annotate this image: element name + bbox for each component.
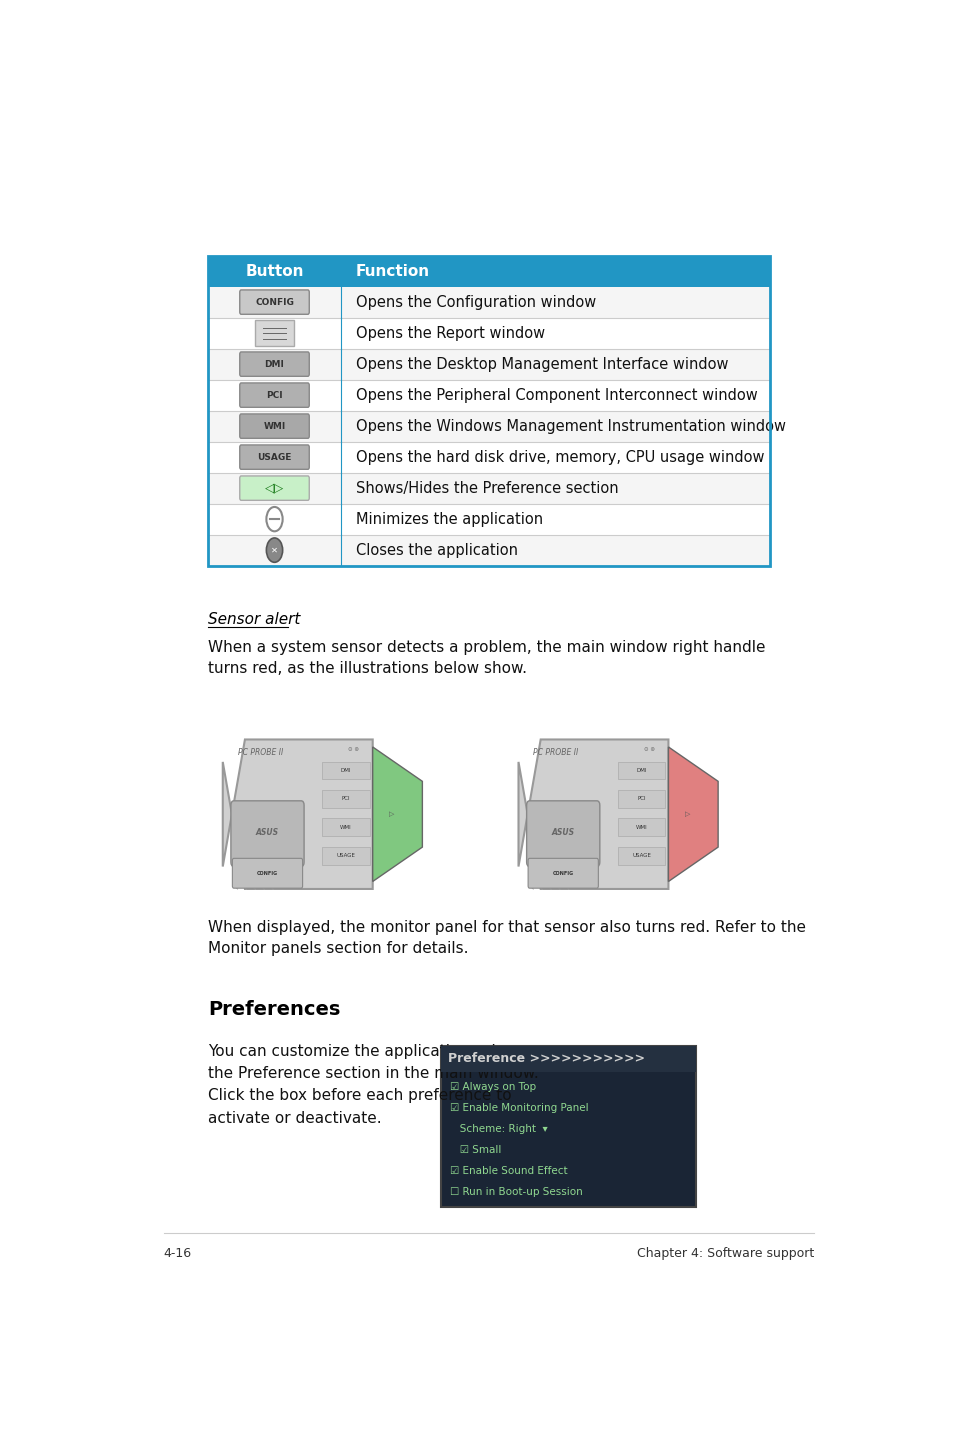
Text: ✕: ✕: [271, 545, 277, 555]
Text: Preferences: Preferences: [208, 999, 340, 1018]
FancyBboxPatch shape: [239, 290, 309, 315]
FancyBboxPatch shape: [208, 380, 769, 411]
Text: WMI: WMI: [339, 825, 352, 830]
Text: ☐ Run in Boot-up Session: ☐ Run in Boot-up Session: [449, 1186, 582, 1196]
FancyBboxPatch shape: [322, 762, 369, 779]
Text: Opens the Configuration window: Opens the Configuration window: [355, 295, 596, 309]
Text: Opens the Peripheral Component Interconnect window: Opens the Peripheral Component Interconn…: [355, 388, 757, 403]
Text: ☑ Enable Sound Effect: ☑ Enable Sound Effect: [449, 1166, 567, 1176]
FancyBboxPatch shape: [208, 441, 769, 473]
FancyBboxPatch shape: [528, 858, 598, 889]
Text: ASUS: ASUS: [551, 828, 575, 837]
Text: ⊖ ⊗: ⊖ ⊗: [348, 748, 358, 752]
Polygon shape: [373, 746, 422, 881]
FancyBboxPatch shape: [255, 319, 294, 347]
Text: ◁▷: ◁▷: [265, 482, 284, 495]
Text: Opens the Windows Management Instrumentation window: Opens the Windows Management Instrumenta…: [355, 418, 785, 434]
Polygon shape: [518, 739, 668, 889]
Text: Function: Function: [355, 263, 430, 279]
Text: Minimizes the application: Minimizes the application: [355, 512, 542, 526]
Text: ⊖ ⊗: ⊖ ⊗: [643, 748, 654, 752]
FancyBboxPatch shape: [322, 789, 369, 808]
Text: ☑ Small: ☑ Small: [449, 1145, 500, 1155]
Text: ▷: ▷: [389, 811, 395, 817]
Text: PCI: PCI: [341, 797, 350, 801]
Text: PC PROBE II: PC PROBE II: [533, 748, 578, 758]
FancyBboxPatch shape: [322, 847, 369, 864]
Text: USAGE: USAGE: [257, 453, 292, 462]
FancyBboxPatch shape: [239, 414, 309, 439]
Text: Opens the Report window: Opens the Report window: [355, 325, 544, 341]
Text: ☑ Always on Top: ☑ Always on Top: [449, 1081, 536, 1091]
Circle shape: [266, 538, 282, 562]
FancyBboxPatch shape: [239, 444, 309, 469]
Text: ASUS: ASUS: [255, 828, 279, 837]
Text: ☑ Enable Monitoring Panel: ☑ Enable Monitoring Panel: [449, 1103, 588, 1113]
Text: Scheme: Right  ▾: Scheme: Right ▾: [449, 1123, 547, 1133]
FancyBboxPatch shape: [231, 801, 304, 867]
FancyBboxPatch shape: [440, 1047, 696, 1071]
FancyBboxPatch shape: [322, 818, 369, 835]
Text: Sensor alert: Sensor alert: [208, 613, 300, 627]
Text: Shows/Hides the Preference section: Shows/Hides the Preference section: [355, 480, 618, 496]
FancyBboxPatch shape: [618, 818, 664, 835]
Text: PCI: PCI: [266, 391, 282, 400]
FancyBboxPatch shape: [208, 286, 769, 318]
Text: When a system sensor detects a problem, the main window right handle
turns red, : When a system sensor detects a problem, …: [208, 640, 764, 676]
Text: You can customize the application using
the Preference section in the main windo: You can customize the application using …: [208, 1044, 538, 1126]
Text: Preference >>>>>>>>>>>: Preference >>>>>>>>>>>: [448, 1053, 644, 1066]
Text: 4-16: 4-16: [164, 1247, 192, 1260]
Text: CONFIG: CONFIG: [256, 871, 277, 876]
FancyBboxPatch shape: [618, 847, 664, 864]
Text: Opens the hard disk drive, memory, CPU usage window: Opens the hard disk drive, memory, CPU u…: [355, 450, 763, 464]
Text: DMI: DMI: [636, 768, 646, 774]
Text: PCI: PCI: [637, 797, 645, 801]
FancyBboxPatch shape: [440, 1047, 696, 1206]
FancyBboxPatch shape: [526, 801, 599, 867]
FancyBboxPatch shape: [208, 411, 769, 441]
Text: PC PROBE II: PC PROBE II: [237, 748, 282, 758]
FancyBboxPatch shape: [239, 352, 309, 377]
FancyBboxPatch shape: [208, 503, 769, 535]
Text: ▷: ▷: [684, 811, 690, 817]
FancyBboxPatch shape: [618, 762, 664, 779]
FancyBboxPatch shape: [208, 535, 769, 565]
Text: Button: Button: [245, 263, 303, 279]
FancyBboxPatch shape: [239, 383, 309, 407]
Text: DMI: DMI: [264, 360, 284, 368]
FancyBboxPatch shape: [208, 473, 769, 503]
Text: DMI: DMI: [340, 768, 351, 774]
Text: WMI: WMI: [263, 421, 285, 430]
Text: When displayed, the monitor panel for that sensor also turns red. Refer to the
M: When displayed, the monitor panel for th…: [208, 920, 805, 956]
Text: USAGE: USAGE: [336, 853, 355, 858]
Text: CONFIG: CONFIG: [552, 871, 573, 876]
FancyBboxPatch shape: [618, 789, 664, 808]
Text: Chapter 4: Software support: Chapter 4: Software support: [637, 1247, 813, 1260]
FancyBboxPatch shape: [239, 476, 309, 500]
FancyBboxPatch shape: [208, 348, 769, 380]
Text: Closes the application: Closes the application: [355, 542, 517, 558]
Polygon shape: [668, 746, 718, 881]
FancyBboxPatch shape: [208, 318, 769, 348]
Text: CONFIG: CONFIG: [254, 298, 294, 306]
FancyBboxPatch shape: [233, 858, 302, 889]
Polygon shape: [222, 739, 373, 889]
Text: Opens the Desktop Management Interface window: Opens the Desktop Management Interface w…: [355, 357, 727, 371]
Text: WMI: WMI: [635, 825, 647, 830]
FancyBboxPatch shape: [208, 256, 769, 286]
Text: USAGE: USAGE: [632, 853, 650, 858]
